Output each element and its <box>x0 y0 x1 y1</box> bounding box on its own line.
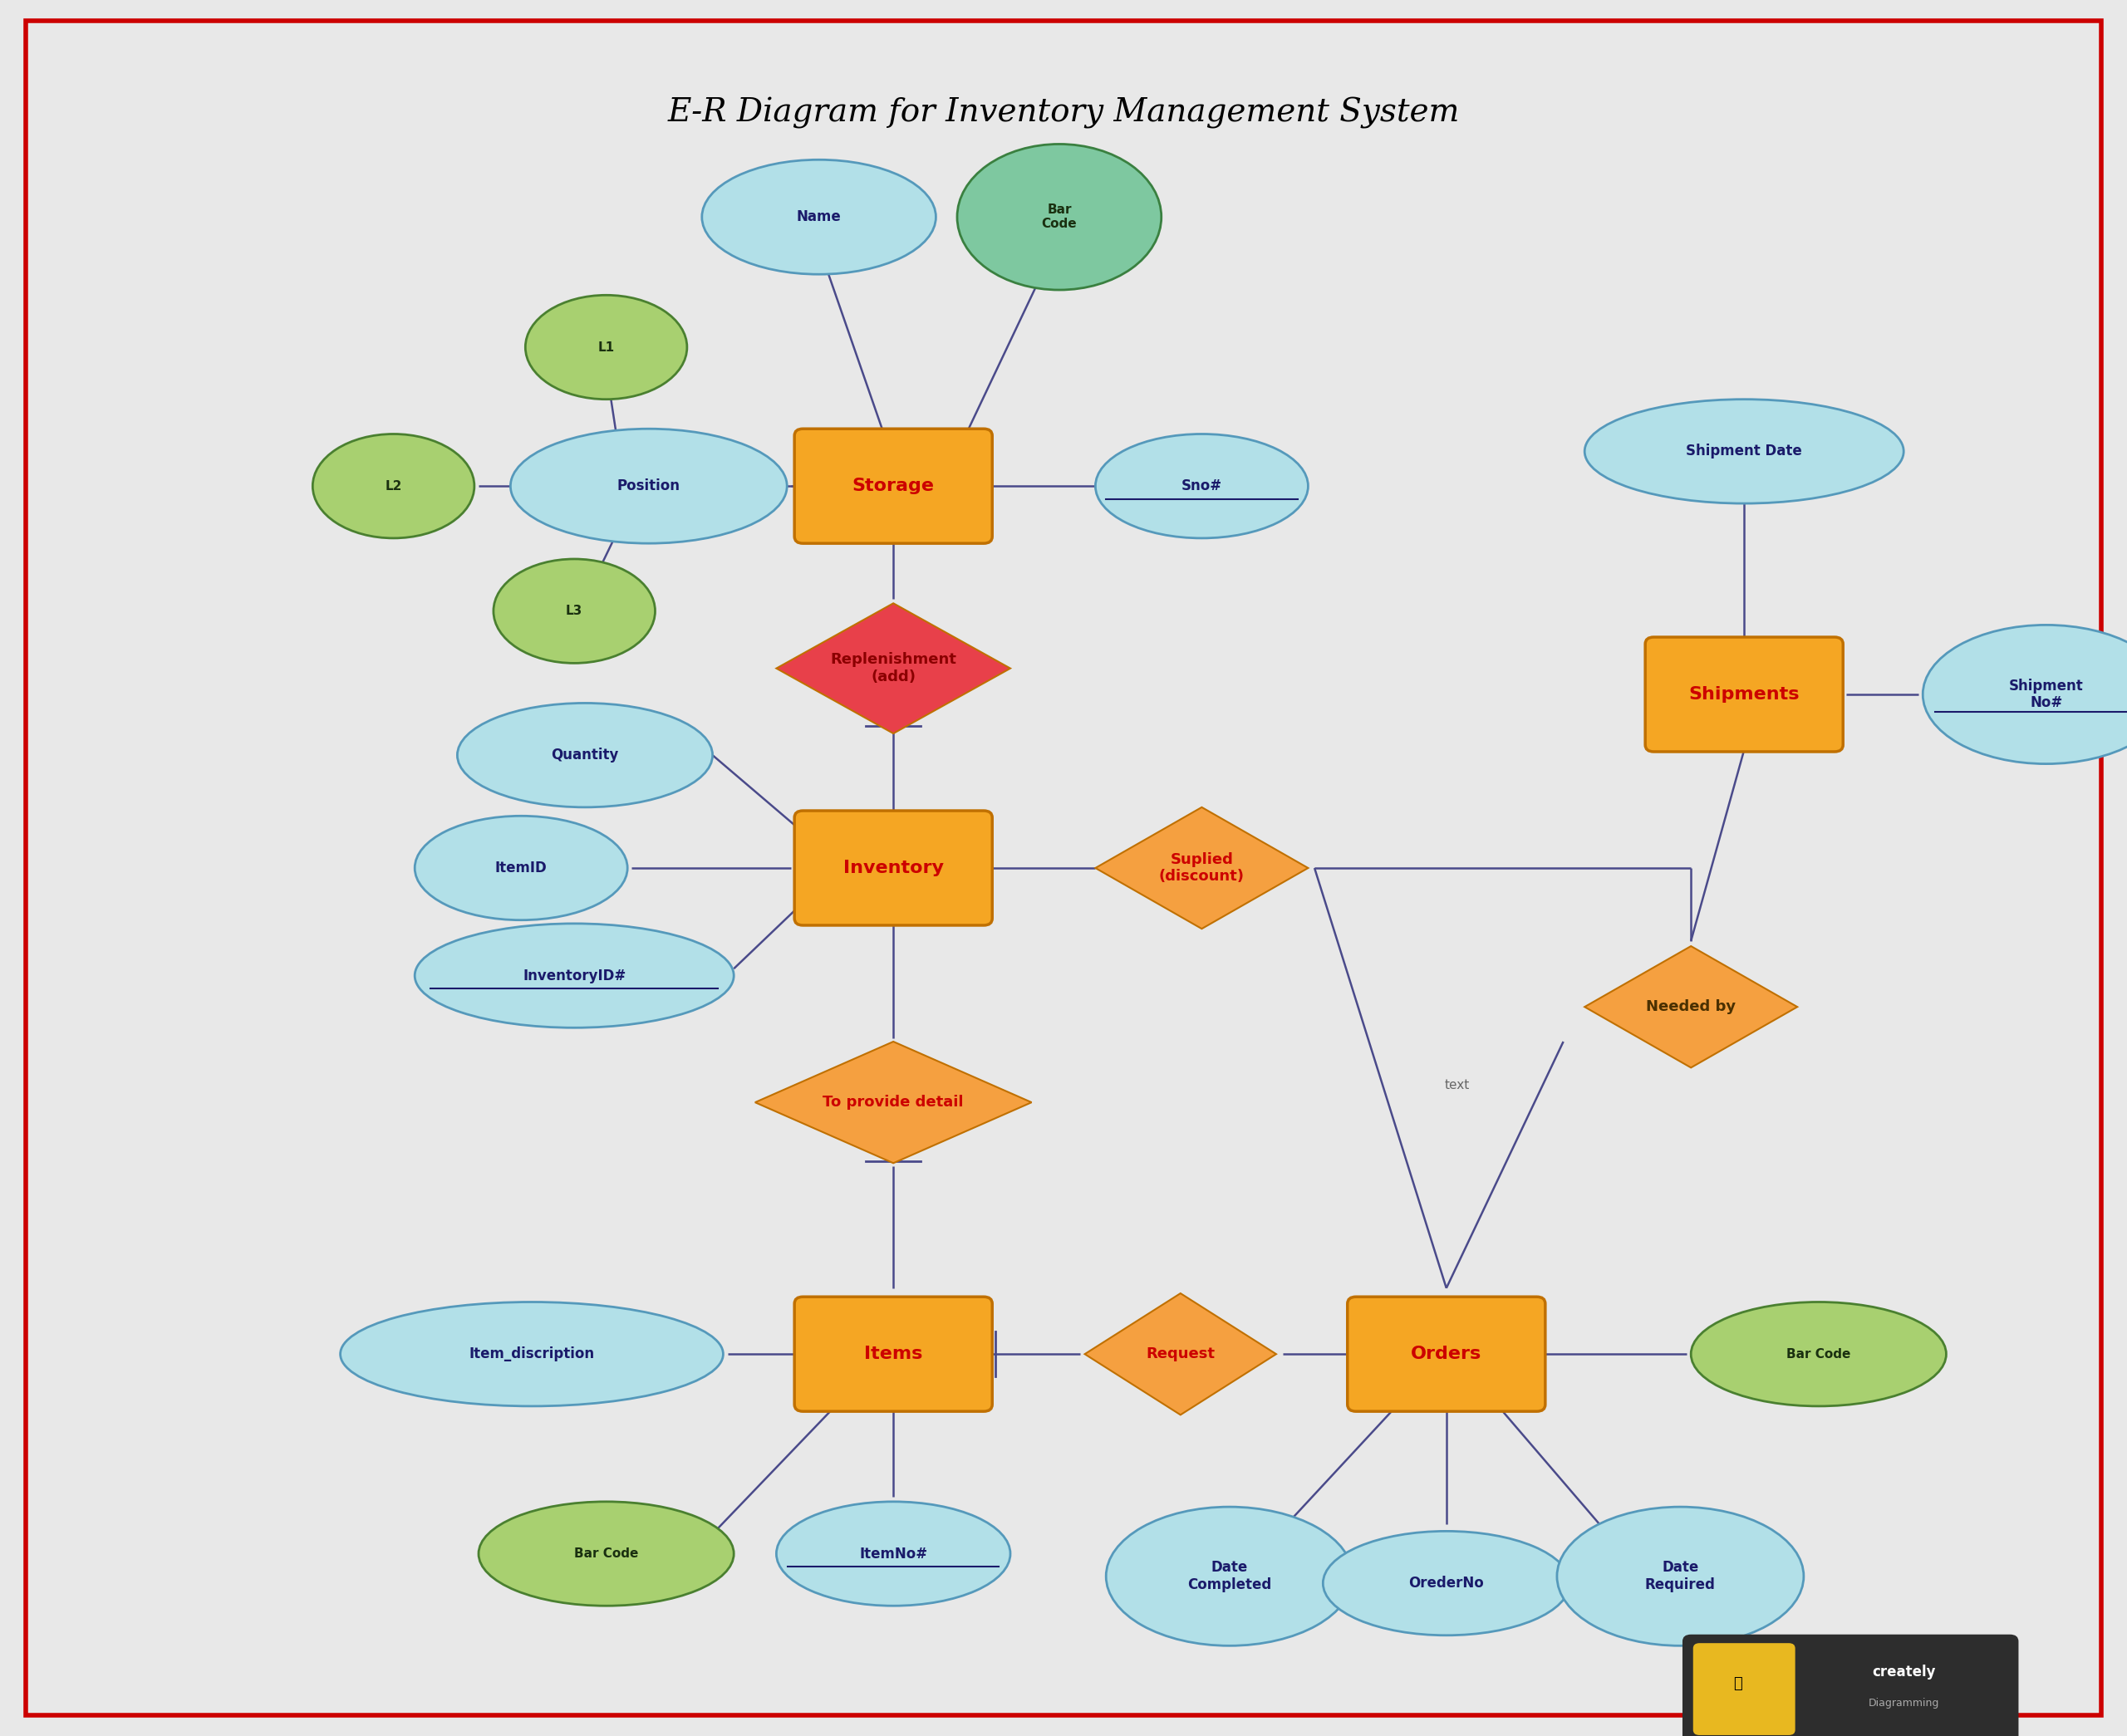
Text: L3: L3 <box>566 604 583 618</box>
Text: OrederNo: OrederNo <box>1408 1576 1485 1590</box>
Text: Date
Completed: Date Completed <box>1187 1561 1272 1592</box>
Ellipse shape <box>340 1302 723 1406</box>
Text: Items: Items <box>864 1345 923 1363</box>
FancyBboxPatch shape <box>795 811 991 925</box>
Text: E-R Diagram for Inventory Management System: E-R Diagram for Inventory Management Sys… <box>668 97 1459 128</box>
Text: Suplied
(discount): Suplied (discount) <box>1159 852 1244 884</box>
Ellipse shape <box>1106 1507 1353 1646</box>
Ellipse shape <box>1095 434 1308 538</box>
FancyBboxPatch shape <box>1682 1635 2019 1736</box>
FancyBboxPatch shape <box>795 429 991 543</box>
Text: Name: Name <box>798 210 840 224</box>
Ellipse shape <box>957 144 1161 290</box>
Polygon shape <box>755 1042 1032 1163</box>
Text: ItemID: ItemID <box>496 861 547 875</box>
Ellipse shape <box>702 160 936 274</box>
Text: Position: Position <box>617 479 681 493</box>
Text: Inventory: Inventory <box>842 859 944 877</box>
Text: creately: creately <box>1872 1665 1936 1679</box>
Ellipse shape <box>1557 1507 1804 1646</box>
Text: Shipments: Shipments <box>1689 686 1799 703</box>
Text: text: text <box>1444 1078 1470 1092</box>
Polygon shape <box>1085 1293 1276 1415</box>
Ellipse shape <box>776 1502 1010 1606</box>
Text: Quantity: Quantity <box>551 748 619 762</box>
Ellipse shape <box>510 429 787 543</box>
Ellipse shape <box>415 816 627 920</box>
Text: Needed by: Needed by <box>1646 1000 1736 1014</box>
Text: ItemNo#: ItemNo# <box>859 1547 927 1561</box>
Ellipse shape <box>1923 625 2127 764</box>
Text: Replenishment
(add): Replenishment (add) <box>830 653 957 684</box>
Ellipse shape <box>1323 1531 1570 1635</box>
Text: Diagramming: Diagramming <box>1868 1698 1940 1708</box>
Text: Shipment Date: Shipment Date <box>1687 444 1802 458</box>
Text: Bar Code: Bar Code <box>574 1547 638 1561</box>
FancyBboxPatch shape <box>795 1297 991 1411</box>
Ellipse shape <box>1585 399 1904 503</box>
Text: Storage: Storage <box>853 477 934 495</box>
Ellipse shape <box>493 559 655 663</box>
Polygon shape <box>1585 946 1797 1068</box>
Ellipse shape <box>525 295 687 399</box>
Text: 💡: 💡 <box>1734 1677 1742 1691</box>
Text: InventoryID#: InventoryID# <box>523 969 625 983</box>
Polygon shape <box>776 604 1010 734</box>
Text: Bar Code: Bar Code <box>1787 1347 1850 1361</box>
FancyBboxPatch shape <box>1349 1297 1546 1411</box>
Polygon shape <box>1095 807 1308 929</box>
FancyBboxPatch shape <box>1646 637 1842 752</box>
Text: Request: Request <box>1146 1347 1215 1361</box>
Text: To provide detail: To provide detail <box>823 1095 964 1109</box>
Text: Item_discription: Item_discription <box>468 1347 596 1361</box>
Text: Date
Required: Date Required <box>1644 1561 1716 1592</box>
Text: L1: L1 <box>598 340 615 354</box>
Ellipse shape <box>313 434 474 538</box>
Ellipse shape <box>457 703 713 807</box>
Text: Sno#: Sno# <box>1180 479 1223 493</box>
Text: Bar
Code: Bar Code <box>1042 203 1076 231</box>
Text: Shipment
No#: Shipment No# <box>2008 679 2084 710</box>
Text: L2: L2 <box>385 479 402 493</box>
Ellipse shape <box>479 1502 734 1606</box>
Text: Orders: Orders <box>1410 1345 1483 1363</box>
Ellipse shape <box>1691 1302 1946 1406</box>
FancyBboxPatch shape <box>1693 1642 1795 1736</box>
Ellipse shape <box>415 924 734 1028</box>
